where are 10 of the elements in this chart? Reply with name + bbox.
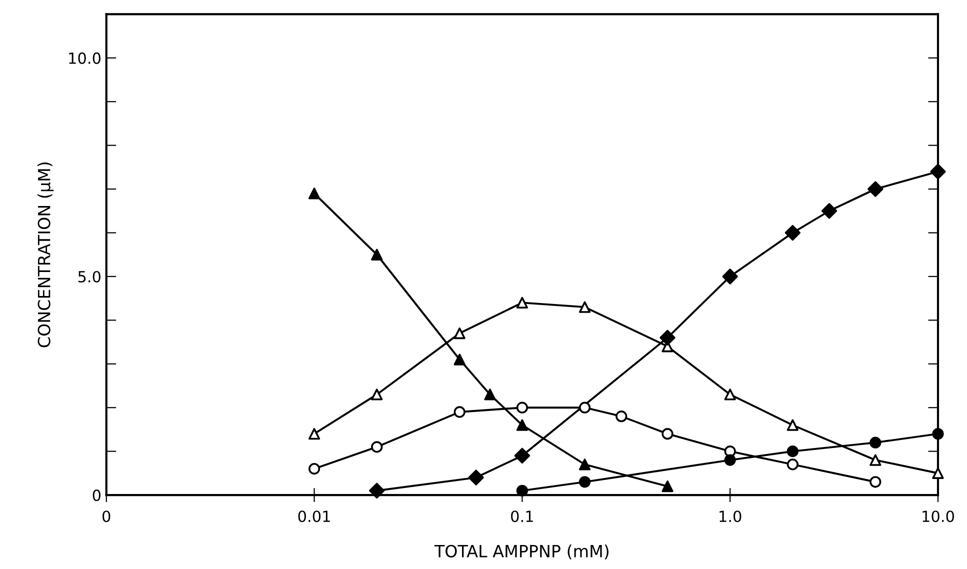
y-tick-label: 5.0 [78, 270, 100, 283]
x-tick-label: 10.0 [922, 510, 954, 522]
y-tick-label: 10.0 [69, 52, 100, 64]
x-tick-label: 0.1 [511, 510, 533, 522]
x-tick-label: 1.0 [720, 510, 742, 522]
x-tick-label: 0.01 [298, 510, 330, 522]
x-axis-title: TOTAL AMPPNP (mM) [434, 544, 608, 560]
x-tick-label: 0 [102, 510, 110, 522]
y-tick-label: 0 [92, 489, 100, 502]
y-axis-title: CONCENTRATION (μM) [37, 162, 54, 348]
